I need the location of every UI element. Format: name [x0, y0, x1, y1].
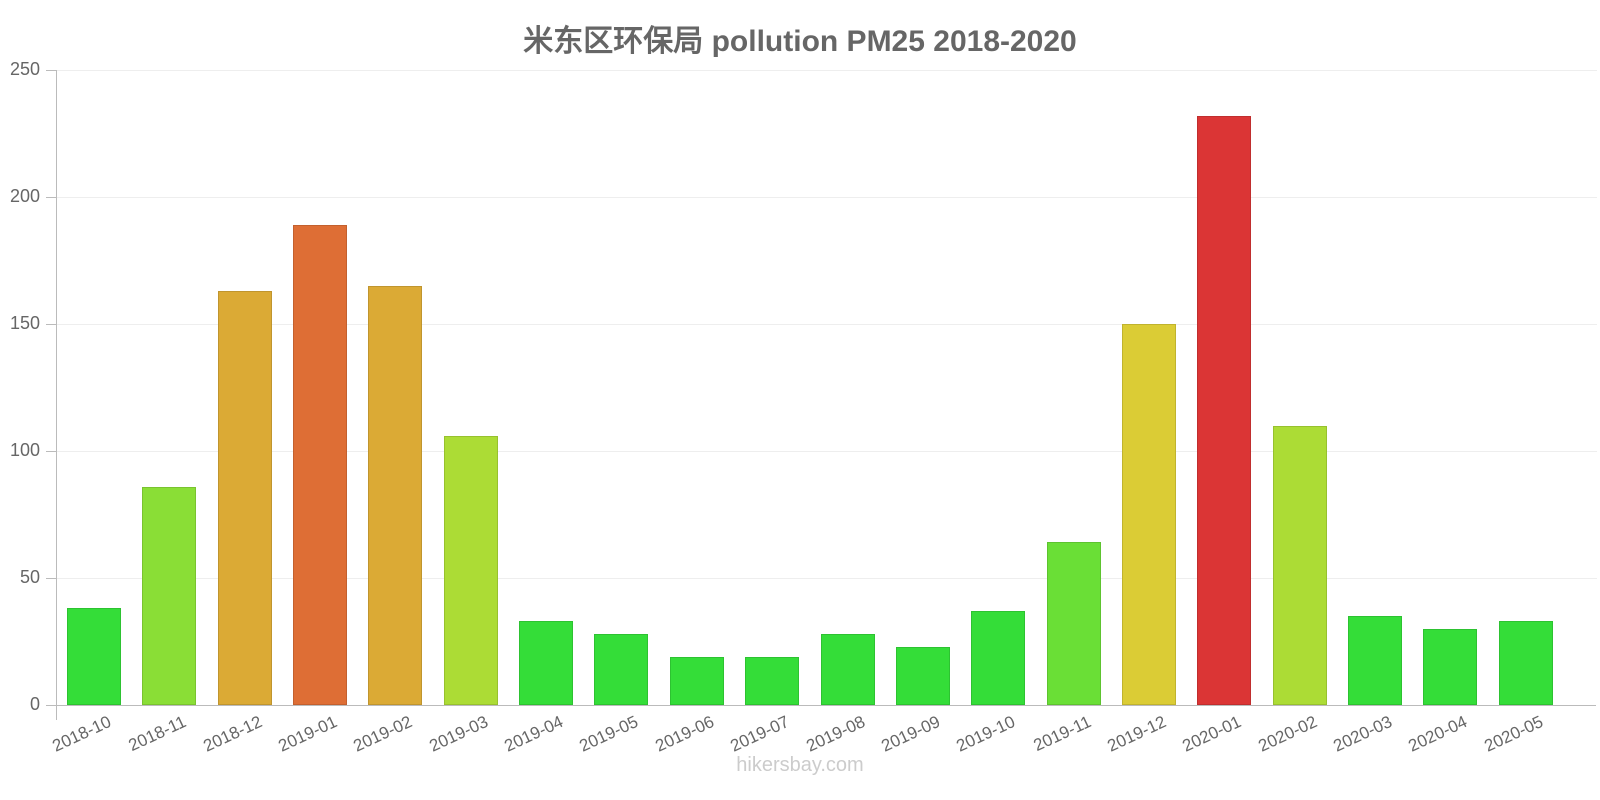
watermark: hikersbay.com	[736, 754, 864, 776]
bar-2020-05[interactable]	[1498, 621, 1553, 705]
bar-2019-04[interactable]	[519, 621, 574, 705]
x-axis	[48, 705, 1596, 706]
bar-2019-05[interactable]	[594, 633, 649, 705]
y-tick-mark	[46, 705, 56, 706]
y-tick-mark	[46, 197, 56, 198]
bar-2020-02[interactable]	[1272, 425, 1327, 705]
y-tick-label: 200	[9, 186, 40, 206]
gridline	[57, 578, 1597, 579]
y-tick-mark	[46, 70, 56, 71]
chart-title: 米东区环保局 pollution PM25 2018-2020	[523, 25, 1077, 58]
bar-2020-01[interactable]	[1197, 115, 1252, 705]
bar-2019-01[interactable]	[293, 224, 348, 705]
bar-2019-06[interactable]	[669, 656, 724, 705]
bar-2019-09[interactable]	[895, 646, 950, 705]
gridline	[57, 70, 1597, 71]
bar-2018-12[interactable]	[217, 290, 272, 705]
y-tick-mark	[46, 451, 56, 452]
y-tick-label: 50	[19, 567, 40, 587]
bar-2019-12[interactable]	[1121, 324, 1176, 705]
bar-2019-08[interactable]	[820, 633, 875, 705]
y-tick-mark	[46, 324, 56, 325]
bar-2019-10[interactable]	[971, 611, 1026, 705]
gridline	[57, 324, 1597, 325]
y-tick-label: 0	[29, 694, 40, 714]
y-tick-label: 150	[9, 313, 40, 333]
y-tick-label: 100	[9, 440, 40, 460]
bar-2018-11[interactable]	[142, 486, 197, 705]
bar-2019-07[interactable]	[745, 656, 800, 705]
bar-2018-10[interactable]	[67, 608, 121, 705]
bar-2019-02[interactable]	[368, 285, 423, 705]
y-axis	[56, 70, 57, 720]
y-tick-label: 250	[9, 59, 40, 79]
gridline	[57, 197, 1597, 198]
bar-2020-03[interactable]	[1347, 616, 1402, 705]
y-tick-mark	[46, 578, 56, 579]
gridline	[57, 451, 1597, 452]
bar-2019-03[interactable]	[443, 435, 498, 705]
bar-2019-11[interactable]	[1046, 542, 1101, 705]
bar-2020-04[interactable]	[1423, 628, 1478, 705]
